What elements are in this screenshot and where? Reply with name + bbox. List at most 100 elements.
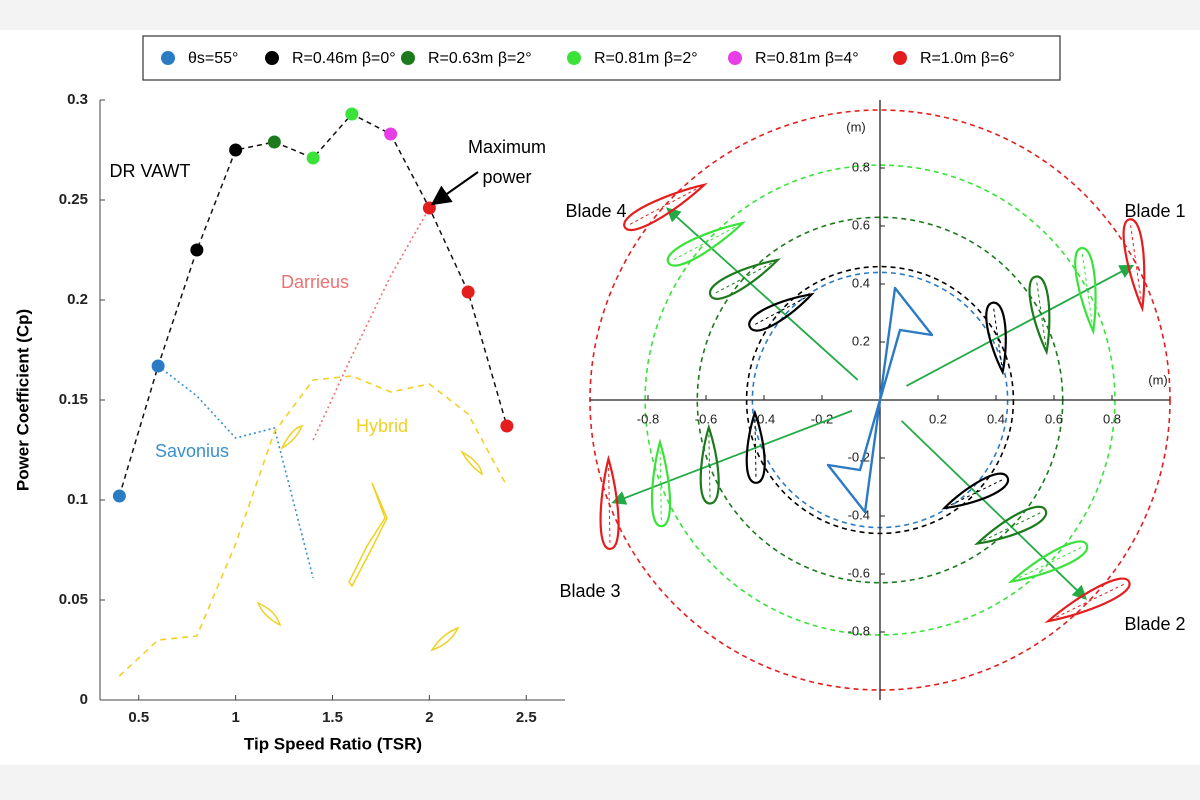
y-axis-label: Power Coefficient (Cp) <box>13 309 32 491</box>
annotation: Maximum <box>468 137 546 157</box>
chord <box>949 479 1003 506</box>
curve <box>157 365 314 579</box>
legend-box <box>142 35 1061 81</box>
airfoil <box>1028 275 1051 356</box>
x-tick-label: 0.6 <box>1045 411 1063 426</box>
annotation: DR VAWT <box>110 161 191 181</box>
blade-arm <box>906 264 1135 387</box>
airfoil <box>709 258 781 300</box>
point <box>306 151 320 165</box>
y-tick-label: 0.2 <box>852 333 870 348</box>
airfoil <box>1044 577 1131 624</box>
point <box>112 489 126 503</box>
y-tick-label: 0.05 <box>59 591 88 608</box>
legend-label: θs=55° <box>188 50 238 67</box>
legend-marker <box>401 51 415 65</box>
chord <box>673 225 738 261</box>
blade-sketch <box>256 601 282 627</box>
airfoil <box>623 182 708 232</box>
chord <box>608 464 611 543</box>
point <box>229 143 243 157</box>
curve <box>118 375 508 677</box>
x-tick-label: -0.2 <box>811 411 833 426</box>
blade-arm <box>666 207 859 381</box>
chord <box>715 262 773 294</box>
x-axis-label: Tip Speed Ratio (TSR) <box>244 734 422 753</box>
legend-marker <box>893 51 907 65</box>
y-tick-label: 0.15 <box>59 391 88 408</box>
x-tick-label: 0.4 <box>987 411 1005 426</box>
x-tick-label: -0.6 <box>695 411 717 426</box>
airfoil <box>985 301 1007 376</box>
blade-sketch <box>280 424 304 450</box>
airfoil <box>748 292 815 332</box>
blade-sketch <box>348 482 388 588</box>
point <box>267 135 281 149</box>
legend-label: R=0.81m β=2° <box>594 50 698 67</box>
right-chart: -0.8 -0.6 -0.4 -0.2 0.2 0.4 0.6 0.8 0.8 0.6 0.4 0.2… <box>559 100 1186 700</box>
chord <box>754 418 757 477</box>
y-tick-label: 0.1 <box>67 491 88 508</box>
y-tick-label: 0.3 <box>67 91 88 108</box>
x-tick-label: 0.2 <box>929 411 947 426</box>
airfoil <box>599 454 620 551</box>
chord <box>755 296 807 325</box>
blade-label: Blade 4 <box>565 201 626 221</box>
legend-label: R=1.0m β=6° <box>920 50 1015 67</box>
left-chart: 0 0.05 0.1 0.15 0.2 0.25 0.3 0.5 1 1.5 2 2.5 Tip Spe… <box>13 91 565 753</box>
legend-marker <box>728 51 742 65</box>
point <box>190 243 204 257</box>
legend-label: R=0.63m β=2° <box>428 50 532 67</box>
airfoil <box>666 221 746 267</box>
airfoil <box>745 409 766 484</box>
x-tick-label: 2.5 <box>516 709 537 726</box>
point <box>500 419 514 433</box>
airfoil <box>650 438 672 528</box>
y-tick-label: 0.6 <box>852 217 870 232</box>
legend-marker <box>567 51 581 65</box>
curve-label: Savonius <box>155 441 229 461</box>
chord <box>982 512 1041 542</box>
airfoil <box>941 472 1010 510</box>
chord <box>1053 583 1124 619</box>
blade-arm <box>611 409 853 505</box>
point <box>422 201 436 215</box>
airfoil <box>1074 247 1097 336</box>
blade-label: Blade 2 <box>1124 614 1185 634</box>
legend-marker <box>161 51 175 65</box>
x-tick-label: 1.5 <box>322 709 343 726</box>
x-tick-label: 0.8 <box>1103 411 1121 426</box>
top-band <box>0 0 1200 30</box>
point <box>461 285 475 299</box>
point <box>345 107 359 121</box>
legend-marker <box>265 51 279 65</box>
curve-label: Hybrid <box>356 416 408 436</box>
chord <box>1130 225 1142 303</box>
airfoil <box>1007 540 1089 584</box>
chord <box>993 308 1003 367</box>
y-tick-label: -0.8 <box>848 623 870 638</box>
y-tick-label: -0.4 <box>848 507 870 522</box>
blade-sketch <box>430 626 460 652</box>
y-tick-label: -0.2 <box>848 449 870 464</box>
point <box>151 359 165 373</box>
x-tick-label: 0.5 <box>128 709 149 726</box>
x-tick-label: 1 <box>231 709 239 726</box>
annotation: power <box>482 167 531 187</box>
airfoil <box>1122 218 1146 313</box>
chord <box>629 187 700 225</box>
chord <box>708 433 711 498</box>
legend-label: R=0.46m β=0° <box>292 50 396 67</box>
y-tick-label: 0.25 <box>59 191 88 208</box>
dr-vawt-line <box>118 113 508 497</box>
x-tick-label: 2 <box>425 709 433 726</box>
curve-label: Darrieus <box>281 272 349 292</box>
y-tick-label: -0.6 <box>848 565 870 580</box>
unit-label: (m) <box>846 119 866 134</box>
savonius-rotor <box>826 286 934 514</box>
y-tick-label: 0.8 <box>852 159 870 174</box>
chord <box>1036 282 1047 346</box>
bottom-band <box>0 765 1200 800</box>
